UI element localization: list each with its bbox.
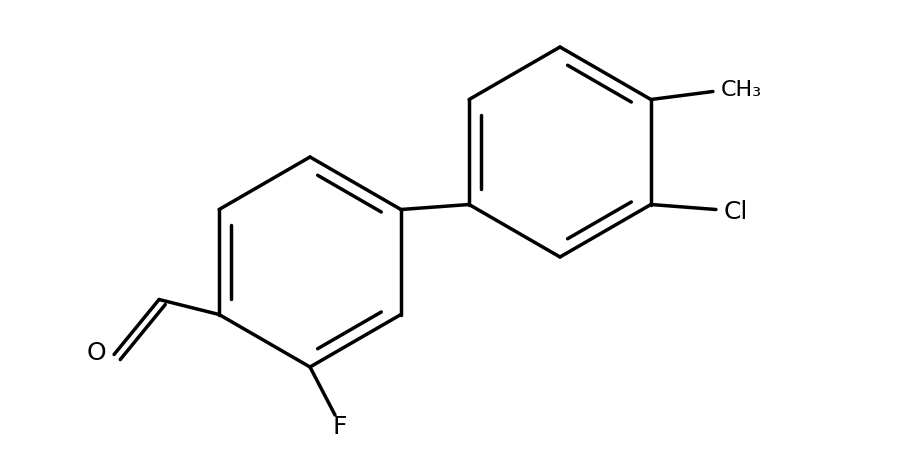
Text: CH₃: CH₃ (720, 79, 761, 100)
Text: F: F (333, 415, 346, 439)
Text: Cl: Cl (723, 200, 747, 224)
Text: O: O (86, 340, 106, 364)
